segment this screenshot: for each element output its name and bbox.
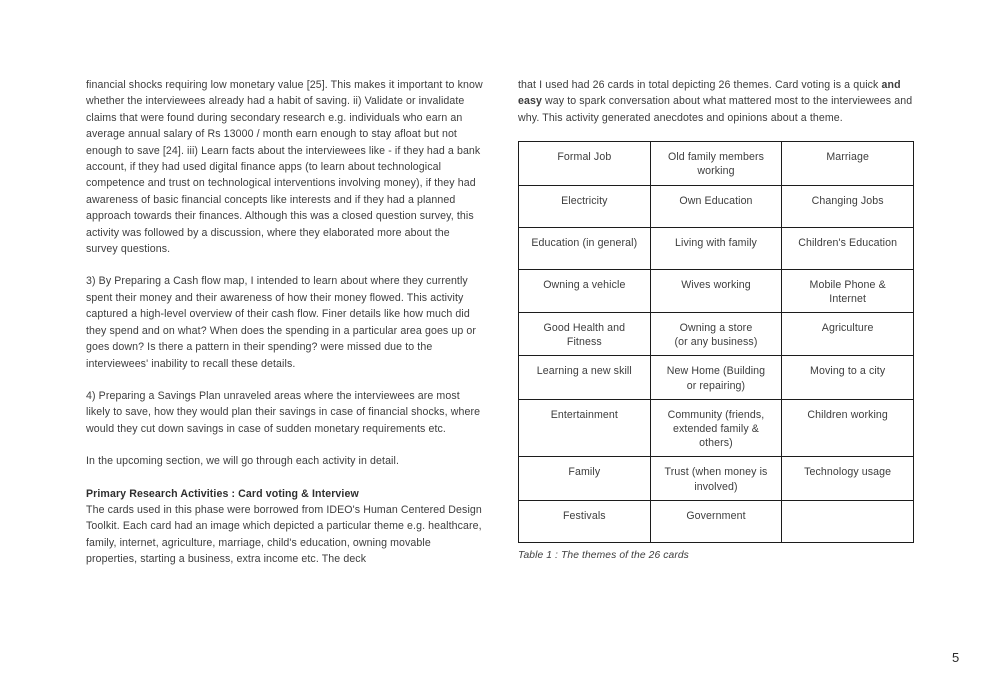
paragraph-savings-plan: 4) Preparing a Savings Plan unraveled ar… <box>86 389 481 435</box>
table-cell: Wives working <box>649 268 783 314</box>
right-column: that I used had 26 cards in total depict… <box>518 77 914 564</box>
paragraph-card-voting: that I used had 26 cards in total depict… <box>518 77 914 126</box>
table-row: Owning a vehicle Wives working Mobile Ph… <box>518 268 914 314</box>
paragraph-survey-goals: financial shocks requiring low monetary … <box>86 79 483 256</box>
table-cell: Moving to a city <box>781 355 914 400</box>
table-cell: Government <box>649 499 783 543</box>
table-cell: Good Health and Fitness <box>518 312 651 357</box>
table-cell: Changing Jobs <box>781 184 914 228</box>
table-row: Electricity Own Education Changing Jobs <box>518 184 914 228</box>
table-row: Family Trust (when money is involved) Te… <box>518 456 914 501</box>
table-row: Good Health and Fitness Owning a store (… <box>518 312 914 357</box>
table-cell: Children's Education <box>781 226 914 270</box>
table-caption: Table 1 : The themes of the 26 cards <box>518 549 689 561</box>
table-cell <box>781 499 914 543</box>
table-row: Festivals Government <box>518 499 914 543</box>
table-cell: Community (friends, extended family & ot… <box>649 398 783 458</box>
section-heading-primary-research: Primary Research Activities : Card votin… <box>86 487 359 500</box>
themes-table: Formal Job Old family members working Ma… <box>518 141 914 543</box>
left-column: financial shocks requiring low monetary … <box>86 77 484 568</box>
table-row: Entertainment Community (friends, extend… <box>518 398 914 458</box>
table-cell: Old family members working <box>649 141 783 186</box>
table-cell: Marriage <box>781 141 914 186</box>
table-cell: Living with family <box>649 226 783 270</box>
table-row: Formal Job Old family members working Ma… <box>518 141 914 186</box>
paragraph-upcoming-section: In the upcoming section, we will go thro… <box>86 455 400 468</box>
intro-text-after: way to spark conversation about what mat… <box>518 95 913 124</box>
table-cell: Own Education <box>649 184 783 228</box>
table-cell: New Home (Building or repairing) <box>649 355 783 400</box>
table-cell: Electricity <box>518 184 651 228</box>
table-row: Education (in general) Living with famil… <box>518 226 914 270</box>
page-number: 5 <box>952 650 960 665</box>
intro-text-bold: and easy <box>518 79 901 108</box>
paragraph-cards-intro: The cards used in this phase were borrow… <box>86 503 482 566</box>
table-cell: Learning a new skill <box>518 355 651 400</box>
table-cell: Formal Job <box>518 141 651 186</box>
table-row: Learning a new skill New Home (Building … <box>518 355 914 400</box>
table-cell: Entertainment <box>518 398 651 458</box>
table-cell: Owning a store (or any business) <box>649 312 783 357</box>
table-cell: Owning a vehicle <box>518 268 651 314</box>
table-cell: Education (in general) <box>518 226 651 270</box>
table-cell: Agriculture <box>781 312 914 357</box>
table-cell: Mobile Phone & Internet <box>781 268 914 314</box>
table-cell: Technology usage <box>781 456 914 501</box>
paragraph-cash-flow-map: 3) By Preparing a Cash flow map, I inten… <box>86 275 477 370</box>
table-cell: Family <box>518 456 651 501</box>
table-cell: Trust (when money is involved) <box>649 456 783 501</box>
table-cell: Festivals <box>518 499 651 543</box>
intro-text-before: that I used had 26 cards in total depict… <box>518 79 882 91</box>
table-cell: Children working <box>781 398 914 458</box>
